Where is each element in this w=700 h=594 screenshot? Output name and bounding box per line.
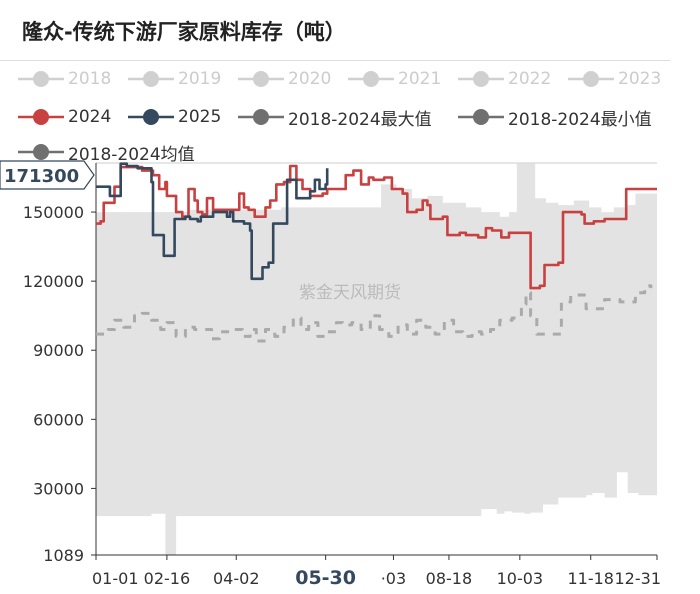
legend-item-2[interactable]: 2020 [238,66,331,92]
y-tick-label: 90000 [33,341,84,360]
axis-pointer-label: 171300 [4,166,79,187]
x-tick-label: 02-16 [144,569,191,588]
legend-marker-icon [238,109,284,125]
x-tick-label: 08-18 [426,569,473,588]
x-tick-label: 10-03 [497,569,544,588]
legend-item-9[interactable]: 2018-2024最小值 [458,104,652,130]
legend-marker-icon [348,71,394,87]
legend-item-1[interactable]: 2019 [128,66,221,92]
x-tick-label: 11-18 [567,569,614,588]
max-min-band [96,163,657,555]
x-tick-label: 12-31 [615,569,662,588]
legend-label: 2018-2024最小值 [508,109,652,130]
series-line-2024 [96,164,657,290]
legend-item-8[interactable]: 2018-2024最大值 [238,104,432,130]
series-line-2025 [96,162,329,281]
legend-marker-icon [128,71,174,87]
legend-marker-icon [18,144,64,160]
legend-item-3[interactable]: 2021 [348,66,441,92]
y-tick-label: 60000 [33,410,84,429]
x-tick-label: ·03 [381,569,406,588]
legend-label: 2022 [508,69,552,89]
x-tick-label: 01-01 [92,569,139,588]
legend-marker-icon [568,71,614,87]
y-tick-label: 120000 [23,272,84,291]
legend-marker-icon [458,109,504,125]
legend-label: 2024 [68,107,112,127]
legend-label: 2023 [618,69,662,89]
legend-marker-icon [458,71,504,87]
series-line-2018-2024均值 [96,284,653,343]
x-tick-label: 04-02 [213,569,260,588]
legend-marker-icon [18,71,64,87]
chart-legend: 2018 2019 2020 2021 2022 2023 2024 2025 2018-202… [0,64,700,165]
x-tick-label: 05-30 [295,567,356,589]
legend-label: 2018-2024均值 [68,144,195,165]
legend-item-10[interactable]: 2018-2024均值 [18,139,195,165]
legend-item-4[interactable]: 2022 [458,66,551,92]
watermark-text: 紫金天风期货 [299,283,401,303]
legend-item-5[interactable]: 2023 [568,66,661,92]
legend-label: 2018-2024最大值 [288,109,432,130]
legend-item-0[interactable]: 2018 [18,66,111,92]
legend-marker-icon [238,71,284,87]
title-divider [0,60,670,61]
legend-label: 2025 [178,107,222,127]
y-tick-label: 30000 [33,479,84,498]
legend-label: 2018 [68,69,112,89]
legend-marker-icon [18,109,64,125]
axis-pointer-badge [0,160,95,190]
legend-item-6[interactable]: 2024 [18,104,111,130]
chart-title: 隆众-传统下游厂家原料库存（吨） [22,20,346,44]
legend-label: 2019 [178,69,222,89]
legend-item-7[interactable]: 2025 [128,104,221,130]
legend-label: 2020 [288,69,332,89]
y-tick-label: 150000 [23,203,84,222]
y-tick-label: 1089 [43,546,84,565]
legend-label: 2021 [398,69,442,89]
legend-marker-icon [128,109,174,125]
